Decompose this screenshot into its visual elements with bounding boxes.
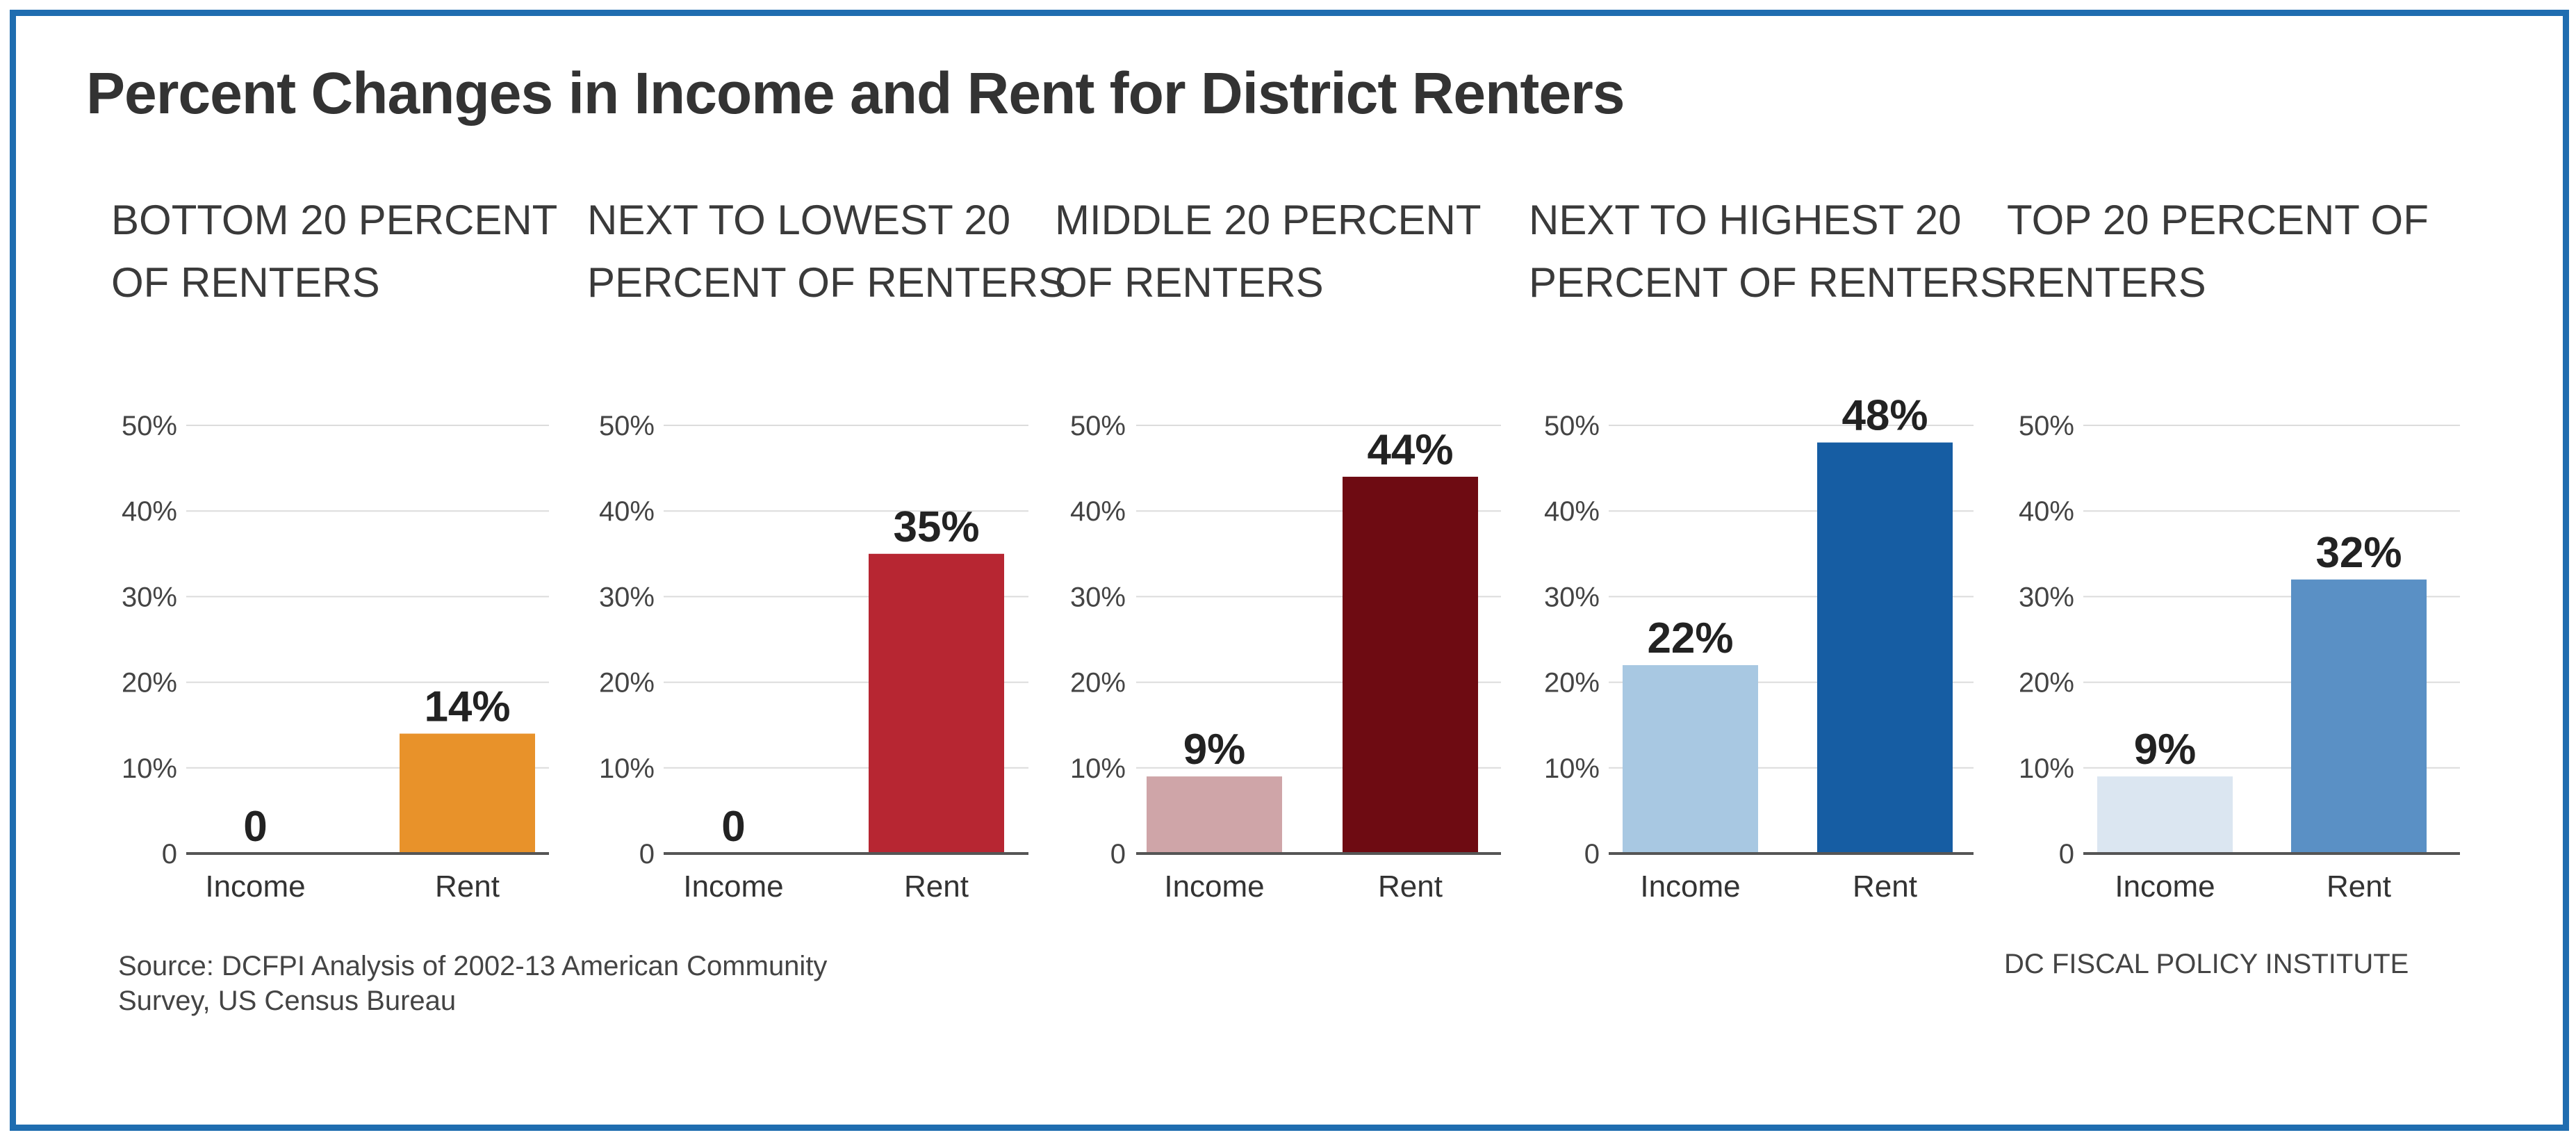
- y-tick-label: 50%: [1544, 411, 1600, 441]
- data-label: 0: [721, 803, 745, 851]
- bar-income: [1623, 664, 1758, 854]
- bar-income: [2097, 776, 2233, 854]
- bar-rent: [1817, 442, 1953, 854]
- data-label: 9%: [2134, 726, 2197, 774]
- panel-title-line1: MIDDLE 20 PERCENT: [1055, 197, 1482, 243]
- y-tick-label: 10%: [1070, 753, 1126, 784]
- y-tick-label: 30%: [1070, 582, 1126, 612]
- y-tick-label: 30%: [2019, 582, 2074, 612]
- panel-title-line1: BOTTOM 20 PERCENT: [111, 197, 558, 243]
- y-tick-label: 10%: [122, 753, 177, 784]
- panel-title-line1: TOP 20 PERCENT OF: [2007, 197, 2429, 243]
- source-line2: Survey, US Census Bureau: [118, 986, 457, 1016]
- category-label: Rent: [435, 869, 500, 904]
- data-label: 14%: [424, 683, 510, 731]
- y-tick-label: 10%: [599, 753, 655, 784]
- panel-title-line2: PERCENT OF RENTERS: [1529, 259, 2008, 306]
- bar-income: [1147, 776, 1282, 854]
- data-label: 22%: [1647, 614, 1733, 662]
- category-label: Income: [1164, 869, 1264, 904]
- bar-rent: [1343, 476, 1478, 854]
- organization-credit: DC FISCAL POLICY INSTITUTE: [2004, 949, 2409, 979]
- panel-title-next-lowest: NEXT TO LOWEST 20 PERCENT OF RENTERS: [587, 189, 1074, 314]
- panel-title-bottom: BOTTOM 20 PERCENT OF RENTERS: [111, 189, 598, 314]
- source-note: Source: DCFPI Analysis of 2002-13 Americ…: [118, 949, 1022, 1018]
- y-tick-label: 10%: [2019, 753, 2074, 784]
- data-label: 32%: [2315, 529, 2402, 577]
- y-tick-label: 20%: [2019, 668, 2074, 699]
- data-label: 35%: [893, 503, 979, 551]
- y-tick-label: 20%: [1544, 668, 1600, 699]
- y-tick-label: 0: [1110, 839, 1126, 869]
- y-tick-label: 50%: [1070, 411, 1126, 441]
- y-tick-label: 40%: [122, 496, 177, 527]
- category-label: Income: [205, 869, 305, 904]
- data-label: 0: [243, 803, 267, 851]
- panel-title-line1: NEXT TO HIGHEST 20: [1529, 197, 1962, 243]
- y-tick-label: 0: [1584, 839, 1600, 869]
- category-label: Income: [2115, 869, 2215, 904]
- panel-title-line2: PERCENT OF RENTERS: [587, 259, 1066, 306]
- y-tick-label: 20%: [122, 668, 177, 699]
- bar-rent: [2291, 579, 2427, 854]
- panel-title-middle: MIDDLE 20 PERCENT OF RENTERS: [1055, 189, 1541, 314]
- category-label: Rent: [1378, 869, 1443, 904]
- y-tick-label: 50%: [599, 411, 655, 441]
- category-label: Rent: [904, 869, 969, 904]
- category-label: Income: [683, 869, 783, 904]
- y-tick-label: 10%: [1544, 753, 1600, 784]
- y-tick-label: 20%: [599, 668, 655, 699]
- category-label: Rent: [1853, 869, 1917, 904]
- panel-title-line2: OF RENTERS: [111, 259, 380, 306]
- bar-rent: [400, 733, 535, 854]
- y-tick-label: 40%: [1544, 496, 1600, 527]
- y-tick-label: 30%: [1544, 582, 1600, 612]
- y-tick-label: 30%: [122, 582, 177, 612]
- y-tick-label: 40%: [2019, 496, 2074, 527]
- y-tick-label: 0: [639, 839, 655, 869]
- panel-title-line2: OF RENTERS: [1055, 259, 1324, 306]
- y-tick-label: 30%: [599, 582, 655, 612]
- category-label: Rent: [2327, 869, 2391, 904]
- chart-frame: [10, 10, 2569, 1131]
- source-line1: Source: DCFPI Analysis of 2002-13 Americ…: [118, 951, 828, 981]
- y-tick-label: 50%: [122, 411, 177, 441]
- y-tick-label: 20%: [1070, 668, 1126, 699]
- bar-rent: [869, 553, 1004, 854]
- y-tick-label: 0: [162, 839, 177, 869]
- y-tick-label: 50%: [2019, 411, 2074, 441]
- y-tick-label: 0: [2059, 839, 2074, 869]
- panel-title-line2: RENTERS: [2007, 259, 2206, 306]
- category-label: Income: [1640, 869, 1740, 904]
- chart-title: Percent Changes in Income and Rent for D…: [86, 60, 1625, 126]
- y-tick-label: 40%: [599, 496, 655, 527]
- data-label: 44%: [1367, 426, 1453, 474]
- panel-title-next-highest: NEXT TO HIGHEST 20 PERCENT OF RENTERS: [1529, 189, 2015, 314]
- data-label: 48%: [1841, 392, 1928, 440]
- y-tick-label: 40%: [1070, 496, 1126, 527]
- panel-title-line1: NEXT TO LOWEST 20: [587, 197, 1011, 243]
- panel-title-top: TOP 20 PERCENT OF RENTERS: [2007, 189, 2493, 314]
- data-label: 9%: [1183, 726, 1246, 774]
